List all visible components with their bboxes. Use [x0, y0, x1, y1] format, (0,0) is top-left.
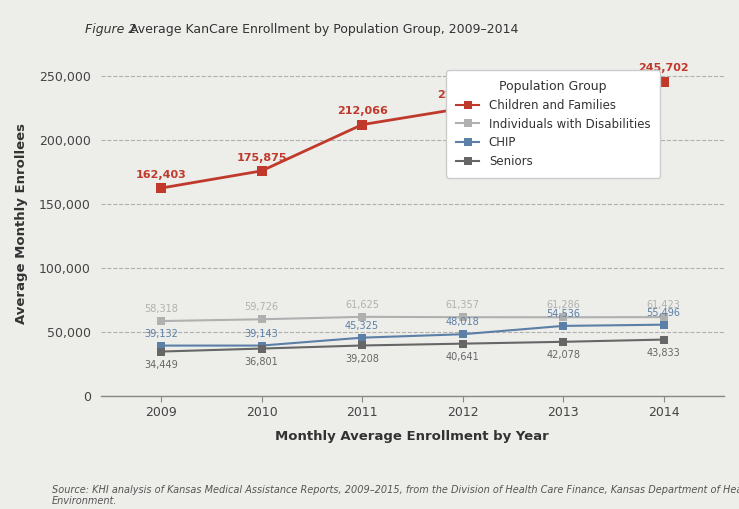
Individuals with Disabilities: [157, 318, 166, 324]
Text: 36,801: 36,801: [245, 357, 279, 367]
Text: 162,403: 162,403: [136, 170, 186, 180]
Children and Families: [257, 168, 266, 174]
Children and Families: [157, 185, 166, 191]
Individuals with Disabilities: [659, 314, 668, 320]
CHIP: [559, 323, 568, 329]
Individuals with Disabilities: [559, 314, 568, 320]
X-axis label: Monthly Average Enrollment by Year: Monthly Average Enrollment by Year: [276, 430, 549, 443]
Individuals with Disabilities: [458, 314, 467, 320]
Text: 40,641: 40,641: [446, 352, 480, 362]
Seniors: [157, 349, 166, 355]
Line: CHIP: CHIP: [157, 321, 668, 350]
Seniors: [358, 343, 367, 349]
Children and Families: [358, 122, 367, 128]
Line: Individuals with Disabilities: Individuals with Disabilities: [157, 313, 668, 325]
Text: 43,833: 43,833: [647, 348, 681, 358]
Text: 54,536: 54,536: [546, 309, 580, 319]
CHIP: [157, 343, 166, 349]
Y-axis label: Average Monthly Enrollees: Average Monthly Enrollees: [15, 123, 28, 324]
Text: 39,132: 39,132: [144, 329, 178, 338]
Text: 39,143: 39,143: [245, 329, 279, 338]
Text: Average KanCare Enrollment by Population Group, 2009–2014: Average KanCare Enrollment by Population…: [126, 23, 518, 36]
Text: 212,066: 212,066: [337, 106, 387, 117]
CHIP: [358, 334, 367, 341]
Children and Families: [559, 105, 568, 111]
Text: Figure 2.: Figure 2.: [85, 23, 140, 36]
Individuals with Disabilities: [358, 314, 367, 320]
Text: 58,318: 58,318: [144, 304, 178, 314]
Text: 224,898: 224,898: [437, 90, 488, 100]
Children and Families: [458, 105, 467, 111]
Line: Children and Families: Children and Families: [156, 77, 669, 193]
Text: 42,078: 42,078: [546, 350, 580, 360]
Seniors: [257, 346, 266, 352]
Seniors: [559, 339, 568, 345]
Text: 34,449: 34,449: [144, 360, 178, 370]
Seniors: [458, 341, 467, 347]
Text: 55,496: 55,496: [647, 308, 681, 318]
Text: Source: KHI analysis of Kansas Medical Assistance Reports, 2009–2015, from the D: Source: KHI analysis of Kansas Medical A…: [52, 485, 739, 506]
CHIP: [458, 331, 467, 337]
Text: 45,325: 45,325: [345, 321, 379, 331]
Text: 59,726: 59,726: [245, 302, 279, 313]
Text: 48,018: 48,018: [446, 317, 480, 327]
Text: 175,875: 175,875: [236, 153, 287, 162]
CHIP: [659, 322, 668, 328]
Line: Seniors: Seniors: [157, 335, 668, 356]
Individuals with Disabilities: [257, 316, 266, 322]
Legend: Children and Families, Individuals with Disabilities, CHIP, Seniors: Children and Families, Individuals with …: [446, 70, 660, 178]
Text: 61,423: 61,423: [647, 300, 681, 310]
Text: 39,208: 39,208: [345, 354, 379, 364]
Children and Families: [659, 78, 668, 84]
CHIP: [257, 343, 266, 349]
Seniors: [659, 336, 668, 343]
Text: 61,357: 61,357: [446, 300, 480, 310]
Text: 225,115: 225,115: [538, 90, 588, 100]
Text: 245,702: 245,702: [638, 63, 689, 73]
Text: 61,286: 61,286: [546, 300, 580, 310]
Text: 61,625: 61,625: [345, 300, 379, 310]
